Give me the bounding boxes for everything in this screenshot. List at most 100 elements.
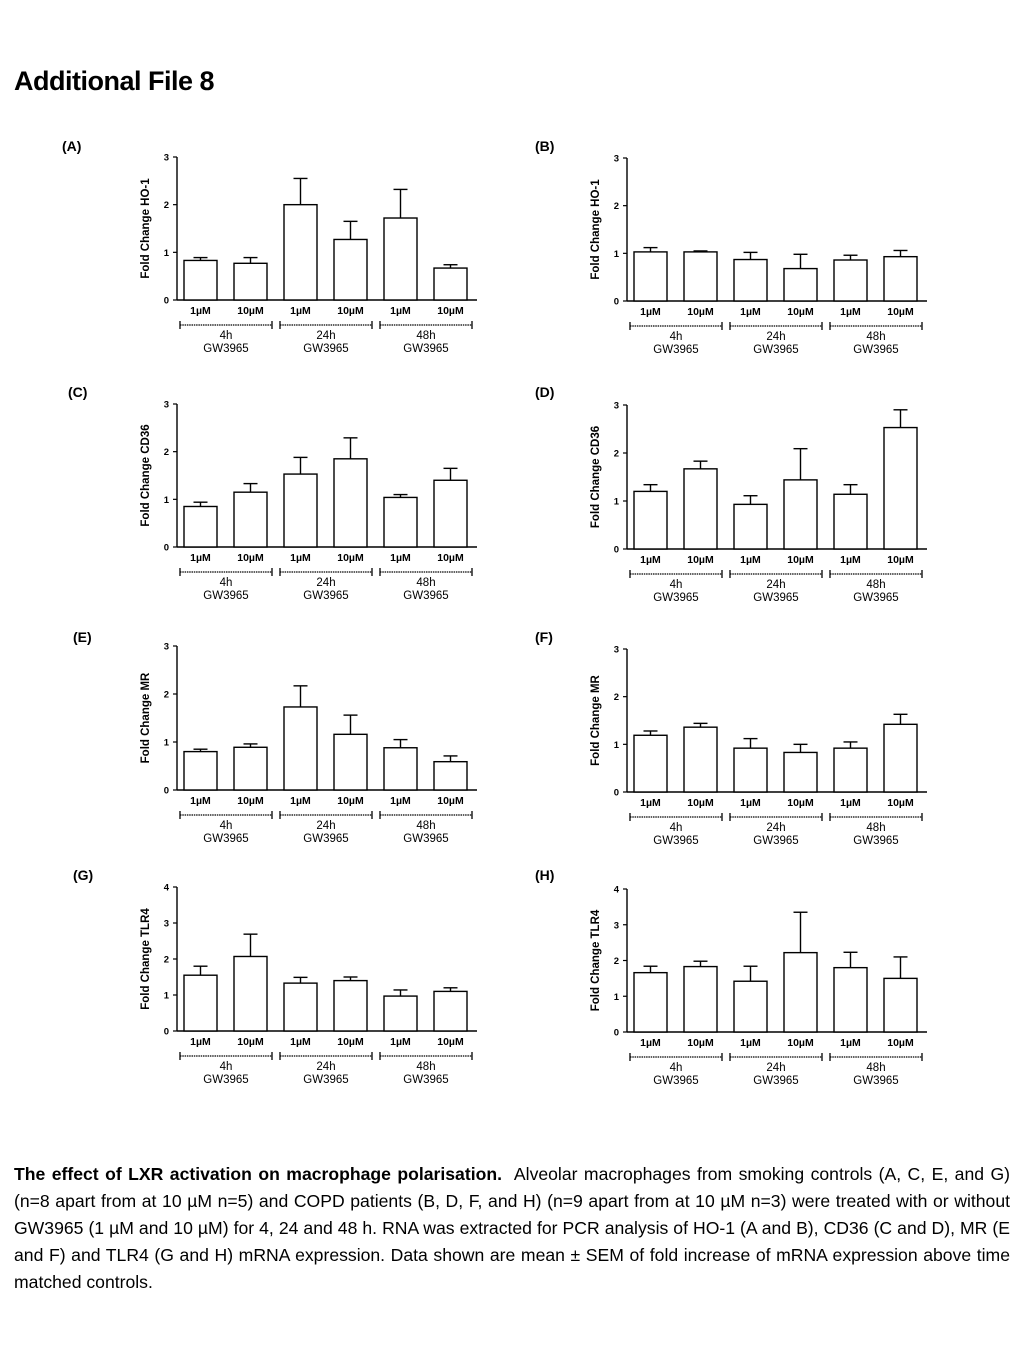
x-category-label: 10µM <box>337 552 364 564</box>
x-category-label: 10µM <box>687 797 714 809</box>
panel-label-h: (H) <box>535 867 555 883</box>
x-category-label: 1µM <box>190 795 211 807</box>
y-tick-label: 0 <box>164 296 169 307</box>
bar <box>633 734 668 793</box>
y-tick-label: 3 <box>614 645 619 656</box>
chart-c-cd36-controls: 0 1 2 3 Fold Change CD36 1µM 10µM 1µM 10µM 1µM 10µ… <box>140 400 477 602</box>
y-tick-label: 0 <box>164 1027 169 1038</box>
x-category-label: 1µM <box>190 1036 211 1048</box>
bar <box>733 258 768 302</box>
y-axis-label: Fold Change MR <box>140 672 152 763</box>
panel-label-d: (D) <box>535 384 555 400</box>
bar <box>433 990 468 1032</box>
y-tick-label: 1 <box>164 495 170 506</box>
y-tick-label: 2 <box>614 201 619 212</box>
y-tick-label: 3 <box>164 919 169 930</box>
bar <box>683 965 718 1033</box>
group-label-drug: GW3965 <box>403 590 448 602</box>
bar <box>783 751 818 793</box>
group-label-time: 24h <box>766 579 785 591</box>
group-label-drug: GW3965 <box>303 343 348 355</box>
group-label-time: 24h <box>766 331 785 343</box>
x-category-label: 1µM <box>390 305 411 317</box>
panel-label-b: (B) <box>535 138 555 154</box>
x-category-label: 1µM <box>840 797 861 809</box>
x-category-label: 10µM <box>337 1036 364 1048</box>
bar <box>633 971 668 1033</box>
x-category-label: 1µM <box>390 795 411 807</box>
group-label-drug: GW3965 <box>853 835 898 847</box>
x-category-label: 10µM <box>787 1037 814 1049</box>
group-label-drug: GW3965 <box>303 590 348 602</box>
x-category-label: 1µM <box>190 305 211 317</box>
y-tick-label: 3 <box>164 153 169 164</box>
y-tick-label: 2 <box>164 447 169 458</box>
bar <box>333 458 368 548</box>
x-category-label: 10µM <box>887 1037 914 1049</box>
bar <box>783 479 818 550</box>
bar <box>433 760 468 791</box>
x-category-label: 1µM <box>640 306 661 318</box>
y-tick-label: 2 <box>614 956 619 967</box>
bar <box>283 982 318 1032</box>
x-category-label: 1µM <box>290 1036 311 1048</box>
group-label-drug: GW3965 <box>653 592 698 604</box>
bar <box>833 259 868 302</box>
bar <box>783 951 818 1033</box>
y-axis-label: Fold Change TLR4 <box>590 909 602 1011</box>
y-tick-label: 1 <box>614 497 620 508</box>
x-category-label: 10µM <box>787 306 814 318</box>
panel-label-g: (G) <box>73 867 94 883</box>
group-label-drug: GW3965 <box>403 1074 448 1086</box>
y-axis-label: Fold Change CD36 <box>140 424 152 526</box>
y-tick-label: 3 <box>614 920 619 931</box>
y-tick-label: 2 <box>164 200 169 211</box>
bar <box>783 267 818 302</box>
group-label-drug: GW3965 <box>853 344 898 356</box>
group-label-time: 48h <box>866 822 885 834</box>
x-category-label: 10µM <box>337 795 364 807</box>
group-label-time: 4h <box>220 330 233 342</box>
y-tick-label: 1 <box>614 249 620 260</box>
x-category-label: 10µM <box>237 305 264 317</box>
bar <box>333 733 368 791</box>
group-label-time: 4h <box>670 579 683 591</box>
y-axis-label: Fold Change HO-1 <box>590 179 602 280</box>
group-label-time: 4h <box>670 331 683 343</box>
bar <box>233 491 268 548</box>
x-category-label: 10µM <box>787 797 814 809</box>
y-tick-label: 0 <box>614 1028 619 1039</box>
x-category-label: 10µM <box>437 795 464 807</box>
y-tick-label: 1 <box>614 992 620 1003</box>
bar <box>333 979 368 1032</box>
bar <box>283 203 318 301</box>
bar <box>733 503 768 550</box>
y-tick-label: 0 <box>614 788 619 799</box>
group-label-drug: GW3965 <box>203 1074 248 1086</box>
x-category-label: 1µM <box>190 552 211 564</box>
y-tick-label: 1 <box>614 740 620 751</box>
x-category-label: 10µM <box>337 305 364 317</box>
bar <box>883 977 918 1033</box>
y-axis-label: Fold Change CD36 <box>590 426 602 528</box>
y-tick-label: 1 <box>164 991 170 1002</box>
y-tick-label: 1 <box>164 738 170 749</box>
group-label-drug: GW3965 <box>303 1074 348 1086</box>
bar <box>183 259 218 301</box>
group-label-time: 4h <box>670 822 683 834</box>
chart-d-cd36-copd: 0 1 2 3 Fold Change CD36 1µM 10µM 1µM 10µM 1µM 10µ… <box>590 401 927 604</box>
x-category-label: 10µM <box>437 1036 464 1048</box>
bar <box>433 479 468 548</box>
x-category-label: 10µM <box>437 305 464 317</box>
group-label-time: 24h <box>316 820 335 832</box>
x-category-label: 1µM <box>290 795 311 807</box>
x-category-label: 10µM <box>437 552 464 564</box>
group-label-drug: GW3965 <box>753 835 798 847</box>
y-axis-label: Fold Change HO-1 <box>140 178 152 279</box>
chart-b-ho1-copd: 0 1 2 3 Fold Change HO-1 1µM 10µM 1µM 10µM 1µM 10µ… <box>590 154 927 356</box>
bar <box>383 995 418 1032</box>
group-label-time: 48h <box>866 331 885 343</box>
bar <box>433 267 468 301</box>
x-category-label: 1µM <box>740 554 761 566</box>
group-label-drug: GW3965 <box>853 1075 898 1087</box>
